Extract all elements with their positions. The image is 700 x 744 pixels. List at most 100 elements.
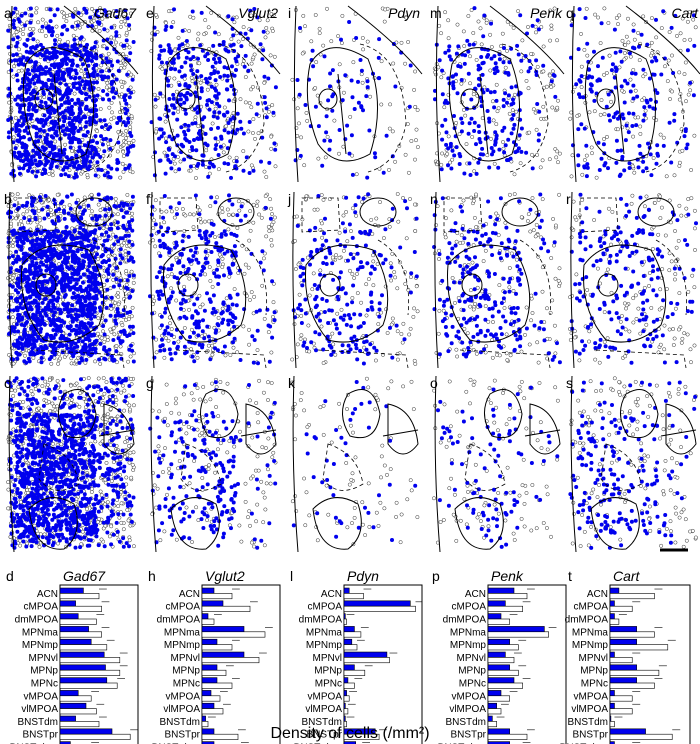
negative-cell (106, 254, 111, 259)
negative-cell (123, 440, 128, 445)
positive-cell (71, 131, 76, 136)
negative-cell (127, 407, 132, 412)
positive-cell (111, 272, 116, 277)
negative-cell (36, 208, 41, 213)
positive-cell (87, 260, 92, 265)
positive-cell (114, 30, 119, 35)
positive-cell (33, 158, 38, 163)
negative-cell (80, 169, 85, 174)
negative-cell (96, 376, 101, 381)
positive-cell (10, 325, 15, 330)
positive-cell (28, 265, 32, 270)
positive-cell (16, 329, 21, 334)
positive-cell (49, 355, 54, 359)
positive-cell (128, 51, 133, 56)
positive-cell (100, 142, 105, 147)
positive-cell (121, 313, 126, 318)
positive-cell (17, 109, 22, 114)
negative-cell (123, 252, 128, 257)
positive-cell (14, 504, 19, 509)
positive-cell (35, 96, 40, 101)
positive-cell (43, 100, 48, 105)
positive-cell (39, 99, 44, 104)
positive-cell (79, 35, 84, 40)
positive-cell (126, 233, 131, 238)
positive-cell (25, 480, 30, 485)
positive-cell (128, 436, 133, 441)
positive-cell (40, 318, 45, 323)
positive-cell (110, 63, 115, 68)
negative-cell (101, 329, 105, 334)
positive-cell (115, 220, 120, 225)
negative-cell (131, 403, 136, 408)
positive-cell (41, 514, 46, 519)
negative-cell (102, 282, 107, 287)
positive-cell (59, 76, 63, 81)
negative-cell (119, 390, 124, 395)
positive-cell (61, 72, 65, 77)
positive-cell (14, 322, 19, 327)
positive-cell (82, 492, 87, 497)
positive-cell (16, 62, 21, 67)
positive-cell (81, 280, 85, 285)
positive-cell (66, 211, 71, 216)
negative-cell (102, 44, 107, 49)
positive-cell (74, 331, 78, 336)
negative-cell (131, 138, 136, 143)
positive-cell (68, 145, 73, 150)
negative-cell (127, 45, 132, 50)
positive-cell (20, 203, 25, 208)
positive-cell (6, 28, 11, 33)
positive-cell (49, 334, 54, 338)
negative-cell (46, 399, 51, 404)
positive-cell (93, 296, 98, 300)
positive-cell (60, 199, 65, 204)
positive-cell (40, 207, 45, 212)
negative-cell (98, 6, 103, 11)
positive-cell (100, 125, 104, 130)
positive-cell (100, 60, 105, 65)
positive-cell (113, 234, 118, 239)
positive-cell (85, 268, 90, 273)
positive-cell (111, 284, 116, 289)
positive-cell (105, 238, 110, 243)
positive-cell (16, 290, 20, 295)
positive-cell (26, 277, 31, 282)
positive-cell (87, 384, 92, 389)
positive-cell (125, 72, 130, 77)
positive-cell (112, 242, 117, 247)
negative-cell (116, 504, 121, 509)
negative-cell (131, 280, 136, 285)
positive-cell (17, 257, 22, 262)
positive-cell (77, 75, 82, 80)
positive-cell (123, 399, 127, 404)
negative-cell (124, 435, 129, 440)
positive-cell (41, 288, 46, 293)
negative-cell (29, 389, 34, 394)
positive-cell (80, 79, 85, 84)
negative-cell (33, 387, 38, 391)
positive-cell (61, 378, 66, 383)
positive-cell (35, 242, 40, 247)
positive-cell (102, 149, 107, 154)
positive-cell (109, 222, 114, 227)
positive-cell (27, 84, 32, 89)
positive-cell (35, 323, 40, 327)
positive-cell (76, 261, 81, 266)
positive-cell (75, 23, 80, 28)
positive-cell (89, 196, 94, 201)
positive-cell (67, 332, 72, 337)
positive-cell (121, 215, 126, 219)
positive-cell (86, 290, 91, 295)
positive-cell (44, 259, 49, 264)
positive-cell (102, 345, 107, 350)
positive-cell (108, 146, 113, 151)
positive-cell (33, 63, 38, 67)
positive-cell (130, 242, 135, 247)
positive-cell (92, 347, 97, 352)
positive-cell (76, 339, 81, 344)
positive-cell (12, 496, 17, 501)
positive-cell (54, 55, 59, 60)
positive-cell (20, 346, 25, 351)
positive-cell (18, 158, 23, 163)
